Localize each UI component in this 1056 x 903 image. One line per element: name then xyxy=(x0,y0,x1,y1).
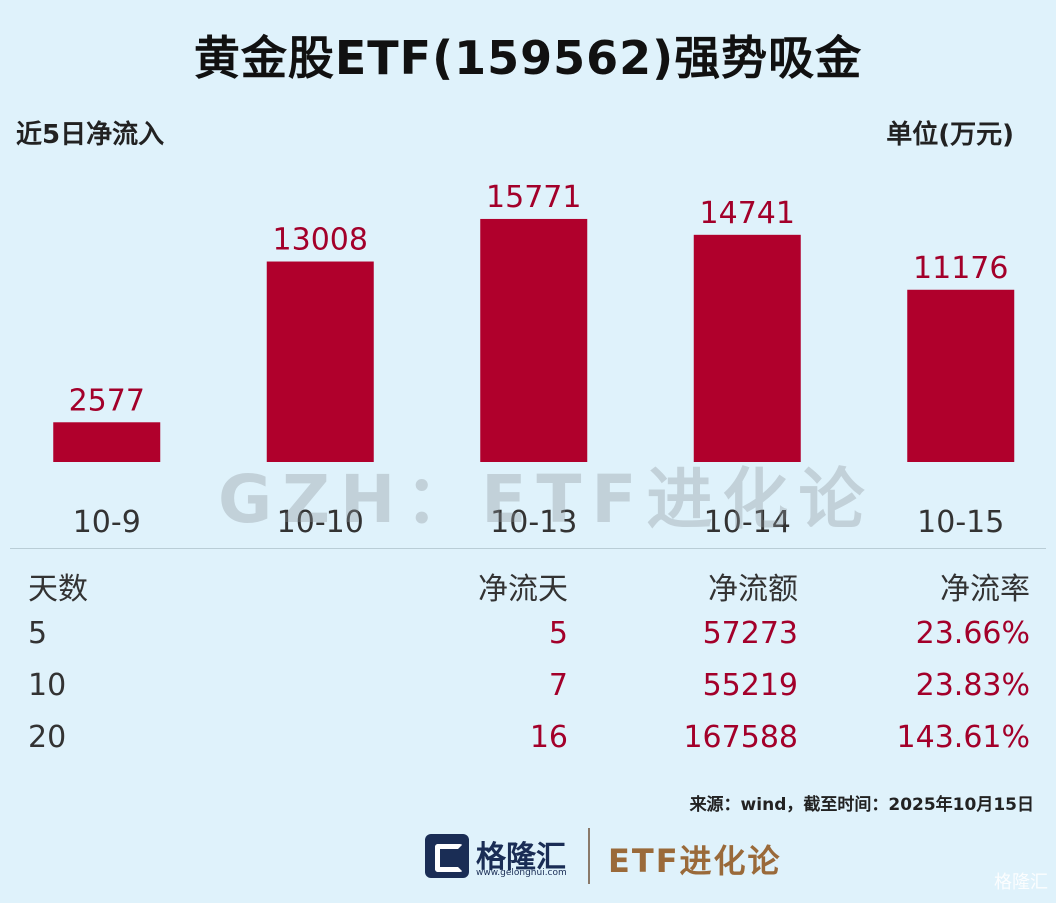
bar xyxy=(480,218,588,462)
footer: 格隆汇 www.gelonghui.com ETF进化论 xyxy=(0,822,1056,892)
table-cell: 55219 xyxy=(702,668,798,703)
table-header-inflow-amount: 净流额 xyxy=(708,572,798,607)
x-tick-label: 10-10 xyxy=(277,505,364,540)
bar-value-label: 11176 xyxy=(913,251,1008,286)
table-cell: 57273 xyxy=(702,616,798,651)
table-header-inflow-days: 净流天 xyxy=(478,572,568,607)
bar-value-label: 15771 xyxy=(486,180,581,215)
bar xyxy=(53,422,161,462)
bar-value-label: 14741 xyxy=(700,196,795,231)
table-header-days: 天数 xyxy=(28,572,88,607)
table-cell: 16 xyxy=(529,720,568,755)
watermark: GZH：ETF进化论 xyxy=(218,461,875,538)
table-cell: 5 xyxy=(548,616,568,651)
x-tick-label: 10-13 xyxy=(490,505,577,540)
gelonghui-logo-icon xyxy=(425,834,469,878)
brand-name: ETF进化论 xyxy=(608,842,782,880)
x-tick-label: 10-9 xyxy=(73,505,141,540)
bar-value-label: 13008 xyxy=(273,223,368,258)
table-cell: 5 xyxy=(28,616,48,651)
table-cell: 7 xyxy=(548,668,568,703)
chart-title: 黄金股ETF(159562)强势吸金 xyxy=(193,31,863,85)
table-cell: 143.61% xyxy=(896,720,1030,755)
x-tick-label: 10-14 xyxy=(704,505,791,540)
x-tick-label: 10-15 xyxy=(917,505,1004,540)
table-cell: 10 xyxy=(28,668,67,703)
table-cell: 23.66% xyxy=(915,616,1030,651)
table-cell: 23.83% xyxy=(915,668,1030,703)
logo-name: 格隆汇 xyxy=(476,840,566,875)
logo-separator xyxy=(588,828,590,884)
bar-chart: 2577 10-9 13008 10-10 15771 10-13 14741 10-14 11… xyxy=(53,180,1015,540)
bar xyxy=(907,289,1015,462)
bar xyxy=(266,261,374,462)
logo-url: www.gelonghui.com xyxy=(476,868,567,878)
bar xyxy=(693,234,801,462)
source-note: 来源：wind，截至时间：2025年10月15日 xyxy=(689,795,1034,815)
table-header-inflow-rate: 净流率 xyxy=(940,572,1030,607)
corner-watermark: 格隆汇 xyxy=(994,872,1048,893)
chart-subtitle: 近5日净流入 xyxy=(16,120,165,150)
table-cell: 167588 xyxy=(683,720,798,755)
unit-label: 单位(万元) xyxy=(886,120,1014,150)
bar-value-label: 2577 xyxy=(69,383,145,418)
divider xyxy=(10,548,1046,549)
table-cell: 20 xyxy=(28,720,67,755)
